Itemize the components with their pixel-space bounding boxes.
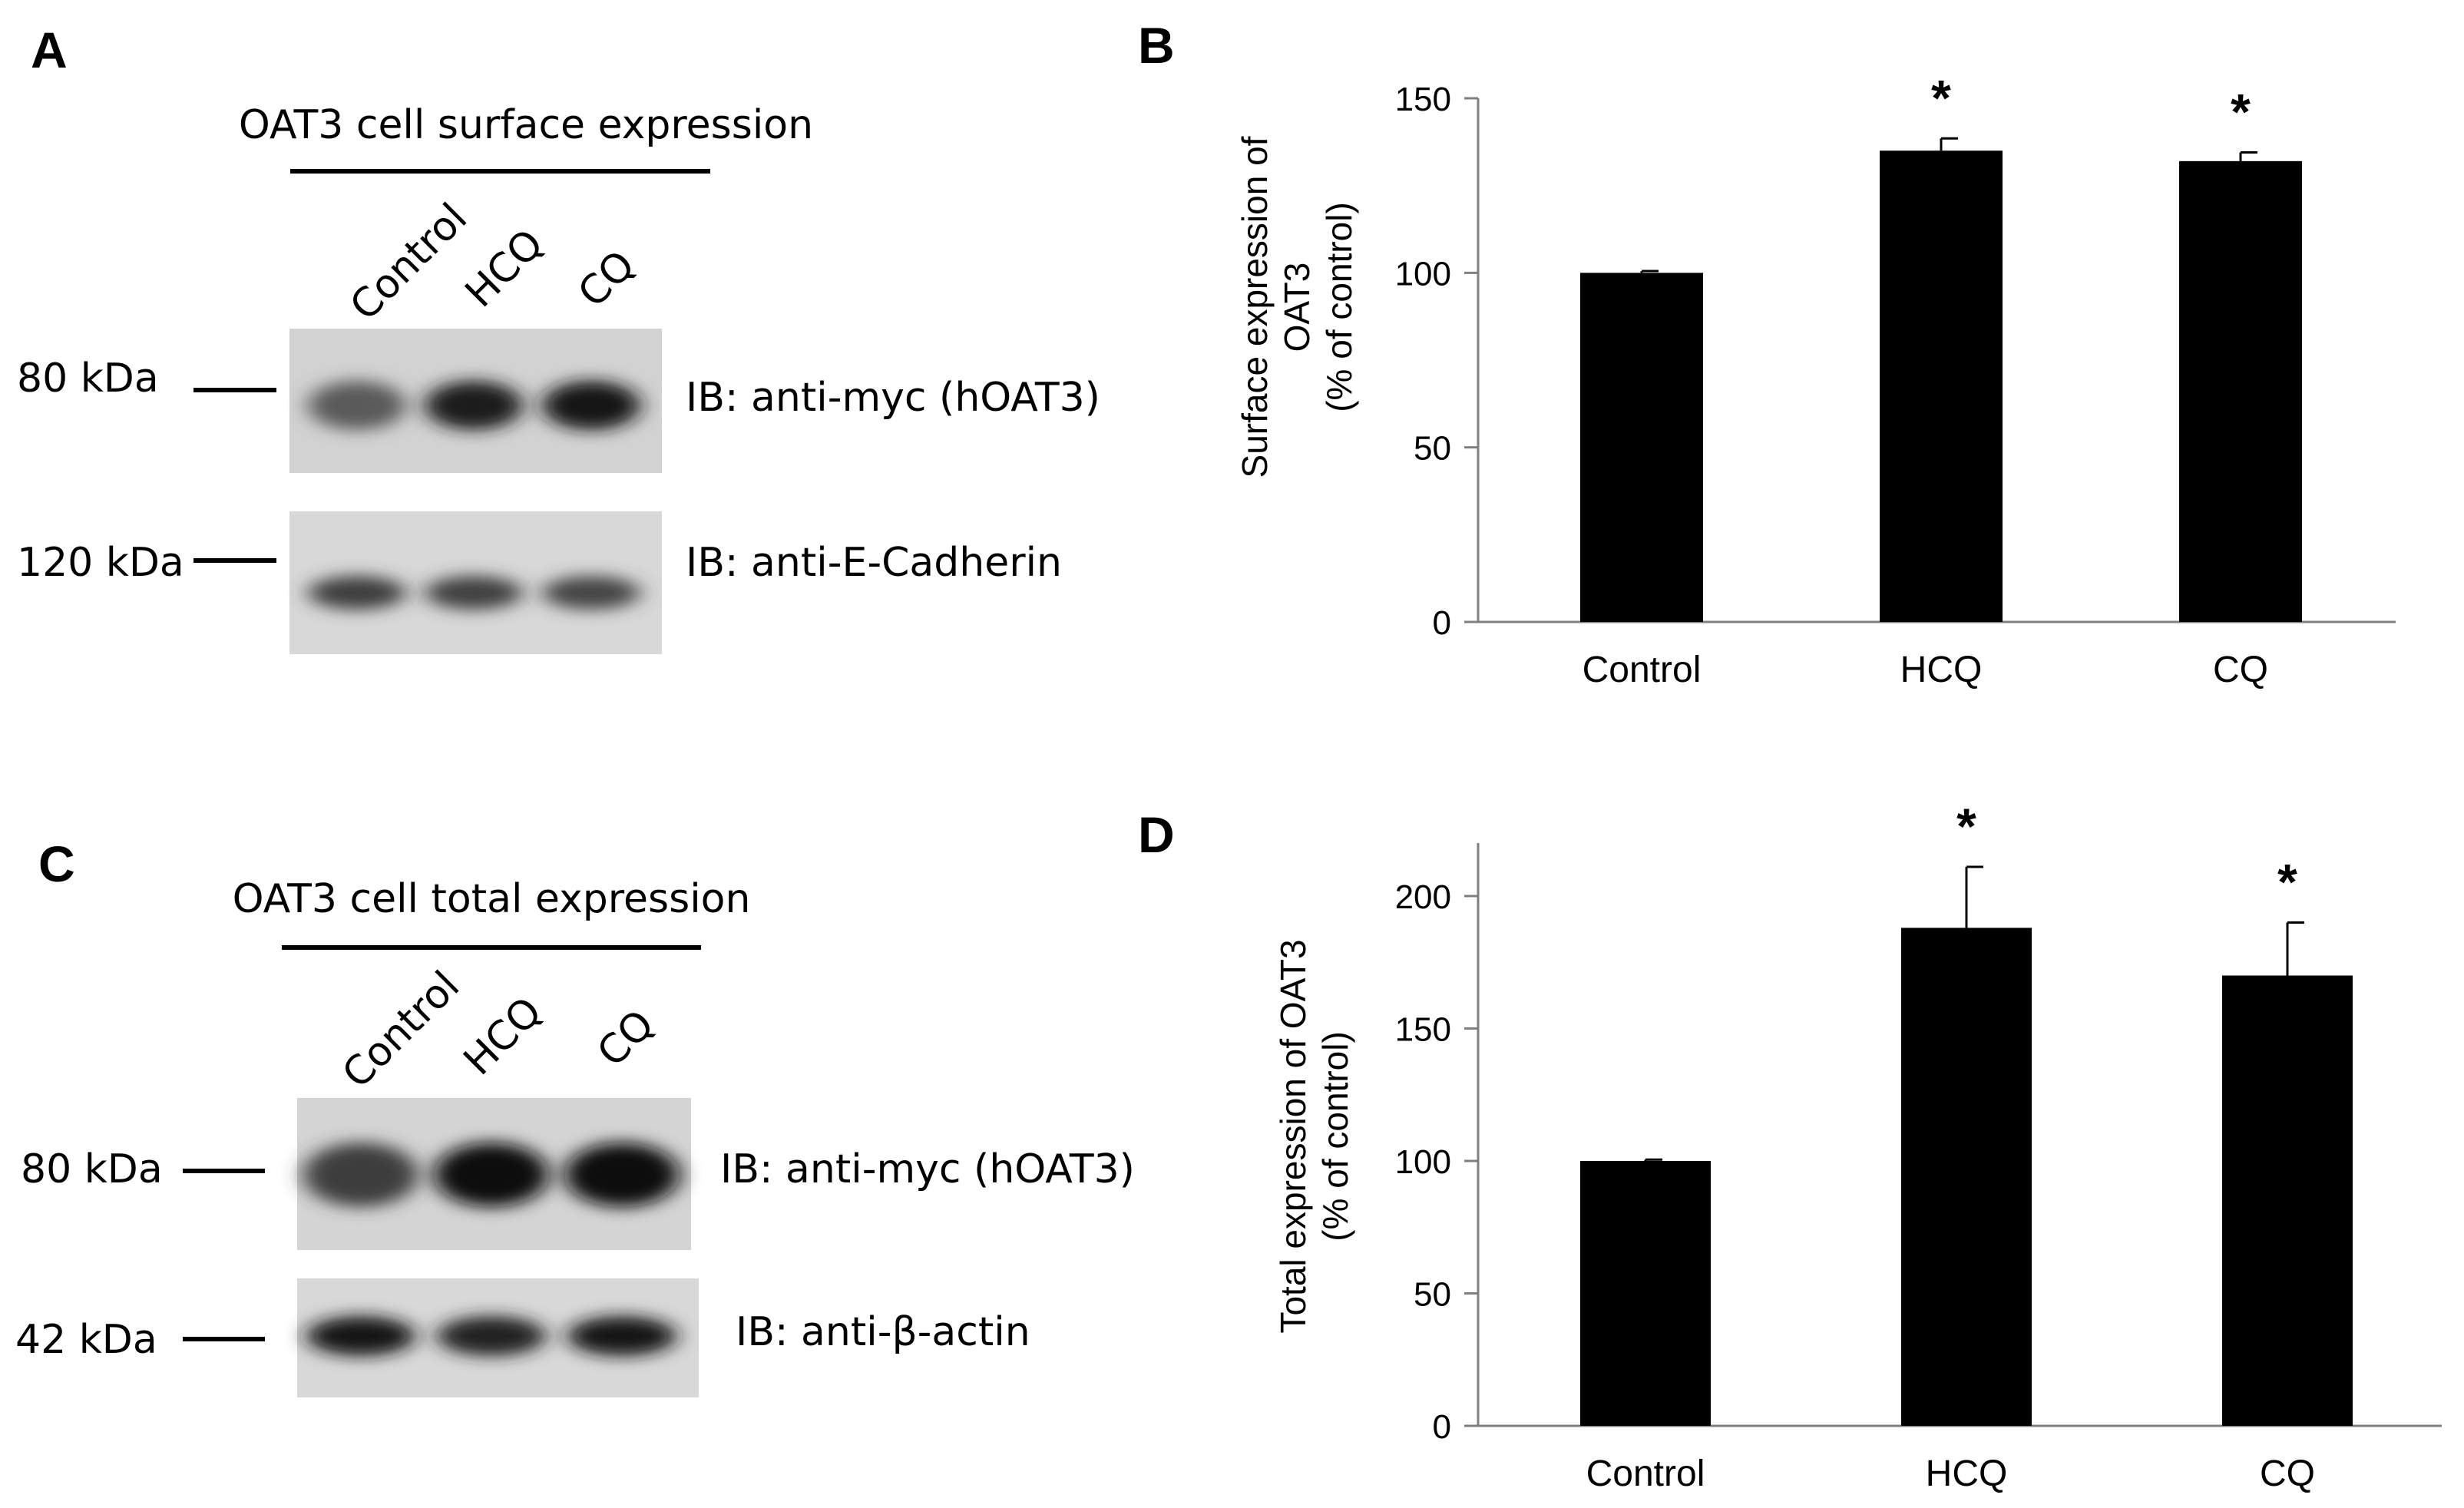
y-axis-label-line: Surface expression of bbox=[1235, 136, 1275, 478]
bar bbox=[2179, 160, 2302, 623]
lane-label-cq: CQ bbox=[570, 242, 644, 316]
molecular-weight-marker: 42 kDa bbox=[15, 1317, 157, 1363]
blot-band bbox=[564, 1143, 680, 1207]
lane-label-control: Control bbox=[334, 963, 468, 1097]
y-tick-label: 150 bbox=[1395, 1011, 1451, 1049]
y-tick-label: 0 bbox=[1433, 604, 1451, 642]
x-tick-label: Control bbox=[1583, 650, 1702, 690]
blot-band bbox=[542, 381, 640, 430]
blot-antibody-label: IB: anti-E-Cadherin bbox=[686, 540, 1062, 586]
bar bbox=[2222, 975, 2353, 1426]
panel-c-blot-myc: 80 kDa IB: anti-myc (hOAT3) bbox=[21, 1098, 1135, 1250]
y-axis-label: Total expression of OAT3(% of control) bbox=[1273, 939, 1355, 1333]
blot-band bbox=[303, 1143, 418, 1207]
blot-band bbox=[567, 1316, 676, 1356]
panel-d: D 0 50 100 150 200 Total expression of OAT3(%… bbox=[1138, 798, 2442, 1494]
panel-b: B 0 50 100 150 Surface expression ofOAT3(% o… bbox=[1138, 17, 2396, 690]
y-tick-label: 100 bbox=[1395, 1143, 1451, 1181]
panel-a-blot-myc: 80 kDa IB: anti-myc (hOAT3) bbox=[17, 329, 1100, 473]
y-axis-label-line: (% of control) bbox=[1319, 202, 1359, 412]
y-axis-label-line: Total expression of OAT3 bbox=[1273, 939, 1313, 1333]
bar bbox=[1580, 1161, 1711, 1426]
lane-label-cq: CQ bbox=[589, 1001, 663, 1076]
blot-band bbox=[425, 576, 523, 610]
blot-band bbox=[437, 1316, 546, 1356]
panel-c-lane-labels: Control HCQ CQ bbox=[334, 963, 663, 1097]
x-tick-label: CQ bbox=[2260, 1453, 2315, 1494]
lane-label-control: Control bbox=[342, 195, 476, 329]
y-axis-label-line: OAT3 bbox=[1277, 263, 1317, 352]
panel-a: A OAT3 cell surface expression Control H… bbox=[17, 21, 1100, 654]
y-tick-label: 200 bbox=[1395, 878, 1451, 916]
x-tick-label: Control bbox=[1586, 1453, 1705, 1494]
panel-c-letter: C bbox=[38, 835, 75, 892]
blot-antibody-label: IB: anti-β-actin bbox=[736, 1309, 1030, 1355]
significance-marker: * bbox=[1956, 798, 1976, 855]
x-tick-label: HCQ bbox=[1926, 1453, 2008, 1494]
bar bbox=[1901, 928, 2032, 1426]
bar bbox=[1880, 150, 2003, 622]
lane-label-hcq: HCQ bbox=[457, 220, 553, 316]
y-tick-label: 0 bbox=[1433, 1408, 1451, 1446]
significance-marker: * bbox=[1931, 69, 1951, 126]
y-tick-label: 100 bbox=[1395, 255, 1451, 293]
panel-b-letter: B bbox=[1138, 17, 1175, 74]
panel-c-blot-actin: 42 kDa IB: anti-β-actin bbox=[15, 1278, 1030, 1397]
x-tick-label: CQ bbox=[2213, 650, 2268, 690]
x-tick-label: HCQ bbox=[1900, 650, 1983, 690]
molecular-weight-marker: 120 kDa bbox=[17, 540, 184, 586]
blot-band bbox=[425, 381, 523, 430]
panel-a-blot-ecadherin: 120 kDa IB: anti-E-Cadherin bbox=[17, 511, 1062, 654]
panel-d-letter: D bbox=[1138, 806, 1175, 863]
lane-label-hcq: HCQ bbox=[455, 988, 551, 1084]
blot-band bbox=[308, 576, 406, 610]
blot-band bbox=[308, 381, 406, 430]
y-tick-label: 50 bbox=[1414, 1276, 1451, 1314]
blot-band bbox=[542, 576, 640, 610]
y-tick-label: 150 bbox=[1395, 81, 1451, 118]
molecular-weight-marker: 80 kDa bbox=[17, 356, 159, 402]
y-tick-label: 50 bbox=[1414, 430, 1451, 468]
panel-a-letter: A bbox=[31, 21, 68, 78]
panel-d-bar-chart: 0 50 100 150 200 Total expression of OAT3(% o… bbox=[1273, 798, 2442, 1494]
panel-b-bar-chart: 0 50 100 150 Surface expression ofOAT3(% of … bbox=[1235, 69, 2396, 690]
y-axis-label: Surface expression ofOAT3(% of control) bbox=[1235, 136, 1359, 478]
molecular-weight-marker: 80 kDa bbox=[21, 1146, 163, 1192]
panel-a-title: OAT3 cell surface expression bbox=[239, 102, 813, 148]
blot-band bbox=[434, 1143, 549, 1207]
blot-band bbox=[306, 1316, 415, 1356]
significance-marker: * bbox=[2277, 854, 2297, 911]
blot-antibody-label: IB: anti-myc (hOAT3) bbox=[720, 1146, 1135, 1192]
panel-a-lane-labels: Control HCQ CQ bbox=[342, 195, 644, 329]
bar bbox=[1580, 273, 1703, 622]
panel-c-title: OAT3 cell total expression bbox=[233, 876, 751, 922]
y-axis-label-line: (% of control) bbox=[1315, 1031, 1355, 1242]
blot-antibody-label: IB: anti-myc (hOAT3) bbox=[686, 375, 1100, 421]
significance-marker: * bbox=[2231, 83, 2251, 140]
panel-c: C OAT3 cell total expression Control HCQ… bbox=[15, 835, 1135, 1397]
